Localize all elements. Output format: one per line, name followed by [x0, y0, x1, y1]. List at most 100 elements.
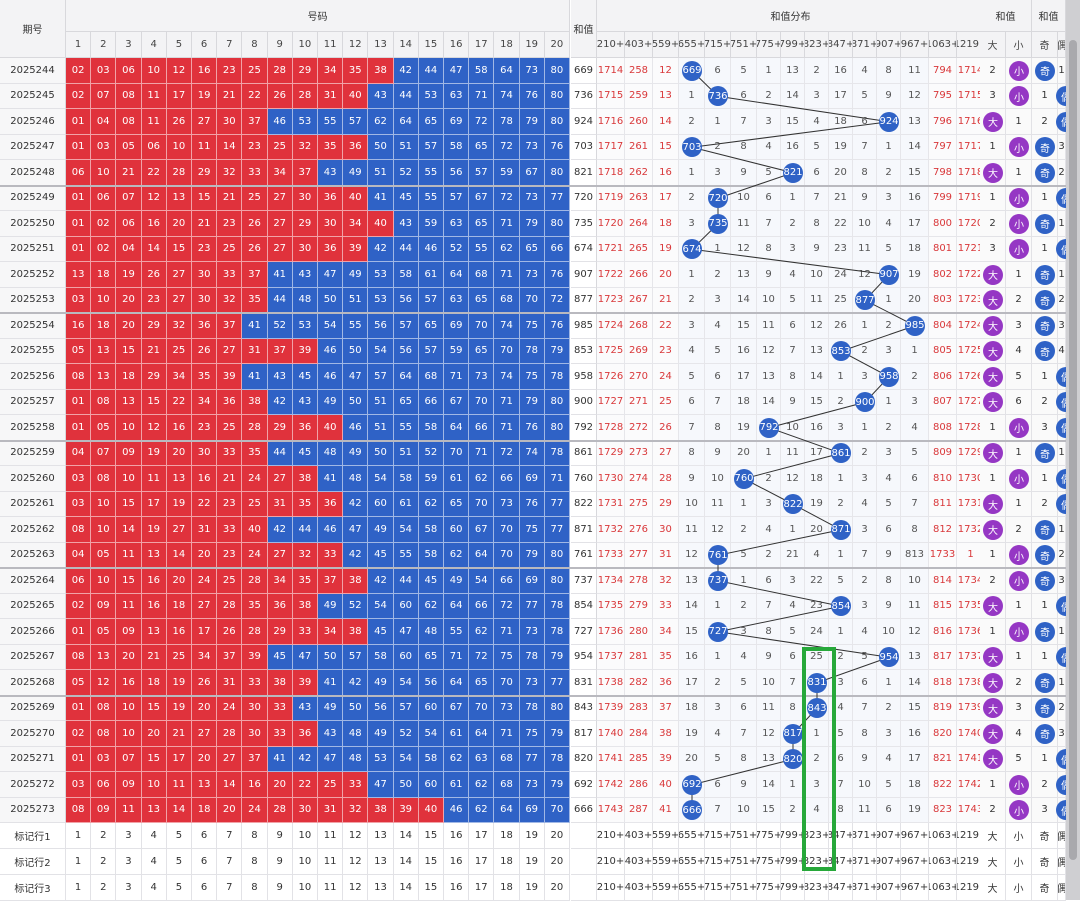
drawn-number: 05	[66, 670, 92, 696]
drawn-number: 19	[166, 491, 192, 517]
dist-col-header: 751+	[731, 32, 757, 58]
distribution-cell: 3	[829, 670, 853, 696]
footer-dist-col: 823+	[805, 849, 829, 875]
distribution-cell: 6	[853, 109, 877, 135]
oddeven-ball: 奇	[1035, 213, 1055, 234]
bigsmall-ball: 小	[1009, 137, 1029, 158]
distribution-cell: 1	[877, 389, 901, 415]
drawn-number: 30	[217, 109, 243, 135]
drawn-number: 70	[494, 338, 520, 364]
sum-value: 877	[571, 287, 597, 313]
drawn-number: 38	[242, 389, 268, 415]
oddeven-col-header: 奇	[1032, 32, 1058, 58]
scrollbar-thumb[interactable]	[1069, 40, 1077, 860]
bigsmall-ball: 大	[983, 162, 1003, 183]
drawn-number: 44	[393, 83, 419, 109]
drawn-number: 13	[91, 364, 117, 390]
drawn-number: 73	[519, 134, 545, 160]
bigsmall-ball: 大	[983, 596, 1003, 617]
sum-value: 985	[571, 313, 597, 339]
drawn-number: 42	[267, 389, 293, 415]
drawn-number: 67	[444, 695, 470, 721]
drawn-number: 33	[318, 542, 344, 568]
distribution-cell: 7	[679, 415, 705, 441]
footer-number-col: 1	[66, 875, 92, 901]
period-cell: 2025272	[0, 772, 66, 798]
drawn-number: 10	[116, 695, 142, 721]
footer-dist-col: 655+	[679, 823, 705, 849]
oddeven-ball: 奇	[1035, 621, 1055, 642]
drawn-number: 61	[444, 721, 470, 747]
dist-col-header: 210+	[597, 32, 625, 58]
distribution-cell: 24	[805, 619, 829, 645]
footer-bigsmall-col: 大	[980, 875, 1006, 901]
drawn-number: 72	[494, 134, 520, 160]
drawn-number: 70	[519, 287, 545, 313]
footer-number-col: 14	[393, 823, 419, 849]
distribution-cell: 14	[731, 287, 757, 313]
drawn-number: 49	[368, 670, 394, 696]
sum-value: 760	[571, 466, 597, 492]
drawn-number: 34	[267, 160, 293, 186]
distribution-cell: 7	[901, 491, 929, 517]
small-cell: 1	[1006, 491, 1032, 517]
distribution-cell: 1728	[597, 415, 625, 441]
sum-ball: 727	[708, 621, 728, 642]
drawn-number: 58	[418, 415, 444, 441]
drawn-number: 65	[418, 109, 444, 135]
footer-number-col: 2	[91, 875, 117, 901]
distribution-cell: 3	[853, 364, 877, 390]
footer-number-col: 17	[469, 849, 495, 875]
drawn-number: 16	[166, 619, 192, 645]
distribution-cell: 7	[853, 695, 877, 721]
drawn-number: 48	[343, 746, 369, 772]
drawn-number: 73	[519, 58, 545, 84]
distribution-cell: 10	[757, 670, 781, 696]
number-col-header: 8	[242, 32, 268, 58]
sum-ball: 924	[879, 111, 899, 132]
footer-number-col: 18	[494, 875, 520, 901]
footer-dist-col: 715+	[705, 823, 731, 849]
drawn-number: 34	[166, 364, 192, 390]
distribution-cell: 15	[805, 389, 829, 415]
drawn-number: 42	[292, 746, 318, 772]
distribution-cell: 798	[929, 160, 957, 186]
small-cell: 1	[1006, 644, 1032, 670]
footer-dist-col: 559+	[653, 823, 679, 849]
drawn-number: 73	[519, 670, 545, 696]
drawn-number: 57	[418, 287, 444, 313]
distribution-cell: 18	[653, 211, 679, 237]
distribution-cell: 3	[731, 619, 757, 645]
distribution-cell: 18	[901, 236, 929, 262]
drawn-number: 53	[368, 287, 394, 313]
distribution-cell: 808	[929, 415, 957, 441]
drawn-number: 64	[444, 593, 470, 619]
drawn-number: 36	[292, 721, 318, 747]
drawn-number: 21	[116, 160, 142, 186]
distribution-cell: 797	[929, 134, 957, 160]
footer-oddeven-col: 偶	[1058, 849, 1066, 875]
drawn-number: 43	[292, 262, 318, 288]
drawn-number: 40	[318, 415, 344, 441]
distribution-cell: 2	[805, 58, 829, 84]
distribution-cell: 16	[679, 644, 705, 670]
distribution-cell: 5	[705, 338, 731, 364]
distribution-cell: 25	[805, 644, 829, 670]
drawn-number: 17	[192, 619, 218, 645]
odd-cell: 1	[1032, 364, 1058, 390]
footer-dist-col: 967+	[901, 849, 929, 875]
footer-dist-col: 403+	[625, 849, 653, 875]
oddeven-ball: 奇	[1035, 162, 1055, 183]
oddeven-col-header: 偶	[1058, 32, 1066, 58]
drawn-number: 57	[469, 160, 495, 186]
distribution-cell: 817	[929, 644, 957, 670]
drawn-number: 26	[192, 338, 218, 364]
drawn-number: 65	[519, 236, 545, 262]
drawn-number: 17	[166, 746, 192, 772]
drawn-number: 39	[292, 670, 318, 696]
distribution-cell: 5	[705, 746, 731, 772]
drawn-number: 25	[242, 491, 268, 517]
drawn-number: 33	[217, 440, 243, 466]
distribution-cell: 278	[625, 568, 653, 594]
drawn-number: 10	[91, 287, 117, 313]
